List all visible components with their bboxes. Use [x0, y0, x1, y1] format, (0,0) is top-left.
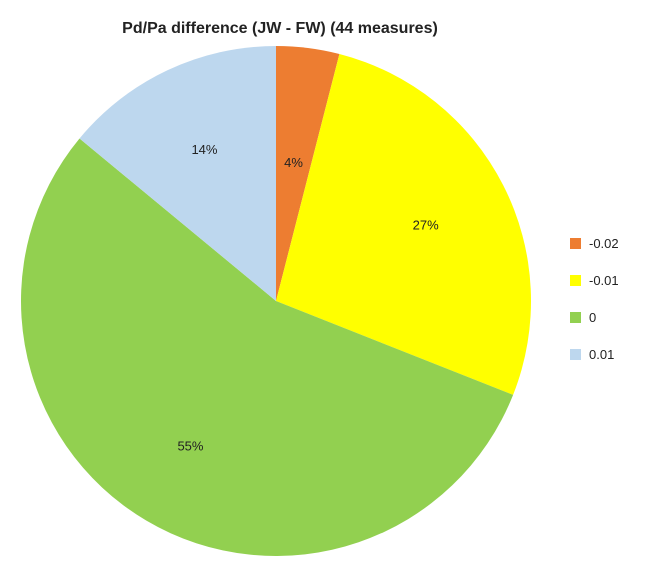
pie-slice--0.02: [276, 46, 340, 301]
legend-swatch: [570, 237, 581, 249]
pie-slice-0: [21, 138, 514, 556]
chart-title: Pd/Pa difference (JW - FW) (44 measures): [122, 20, 438, 37]
slice-data-label: 55%: [177, 439, 203, 454]
legend-label: -0.02: [589, 235, 619, 251]
legend-item: -0.01: [570, 267, 642, 293]
legend-label: -0.01: [589, 272, 619, 288]
legend-label: 0: [589, 309, 597, 325]
legend-item: -0.02: [570, 230, 642, 256]
legend-item: 0.01: [570, 341, 642, 367]
slice-data-label: 4%: [284, 155, 303, 170]
pie-slice-0.01: [79, 46, 276, 301]
legend-label: 0.01: [589, 346, 615, 362]
slice-data-label: 27%: [413, 218, 439, 233]
slice-data-label: 14%: [191, 142, 217, 157]
legend-swatch: [570, 348, 581, 360]
legend: -0.02 -0.01 0 0.01: [570, 230, 642, 378]
legend-swatch: [570, 311, 581, 323]
legend-swatch: [570, 274, 581, 286]
pie-slice--0.01: [276, 54, 532, 395]
legend-item: 0: [570, 304, 642, 330]
